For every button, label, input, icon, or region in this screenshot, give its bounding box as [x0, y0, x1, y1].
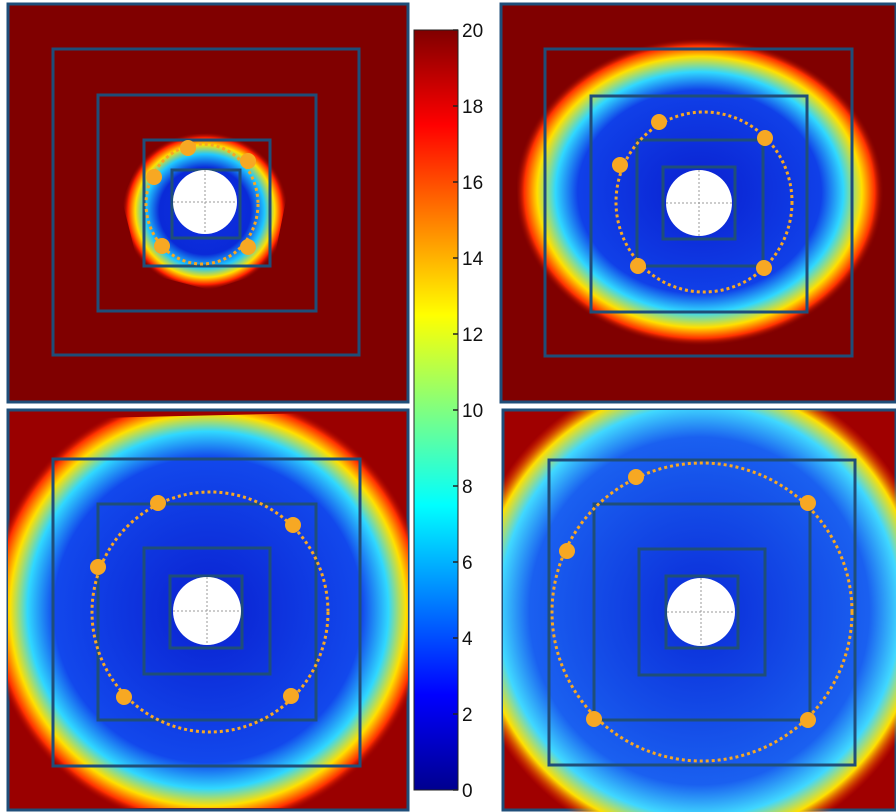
panel-1: [6, 2, 410, 404]
colorbar-gradient: [413, 29, 459, 791]
panel-1-square-2: [96, 93, 318, 313]
panel-2-sensor: [651, 114, 667, 130]
colorbar-tick-label: 6: [462, 553, 473, 574]
colorbar-tick-label: 14: [462, 249, 484, 270]
panel-2-square-3: [635, 138, 765, 268]
colorbar-tick-label: 8: [462, 477, 473, 498]
panel-3-square-outer: [51, 457, 362, 768]
panel-1-sensor: [180, 140, 196, 156]
panel-4-square-outer: [547, 458, 857, 767]
panel-4-sensor: [586, 711, 602, 727]
panel-4-square-inner: [664, 574, 740, 650]
colorbar-tick-label: 20: [462, 21, 483, 42]
panel-1-sensor: [240, 239, 256, 255]
colorbar-ticks: 0 2 4 6 8 10 12 14 16 18 20: [453, 21, 484, 802]
colorbar-tick-label: 18: [462, 97, 483, 118]
panel-3-square-inner: [168, 574, 244, 650]
panel-3-sensor: [116, 689, 132, 705]
panel-2: [499, 2, 896, 404]
panel-3: [6, 408, 410, 812]
panel-4-square-3: [637, 547, 767, 677]
colorbar-tick-label: 0: [462, 781, 473, 802]
panel-2-sensor: [630, 258, 646, 274]
panel-1-sensor-ring: [144, 142, 260, 266]
panel-3-sensor-ring: [90, 490, 330, 734]
colorbar: 0 2 4 6 8 10 12 14 16 18 20: [413, 21, 484, 802]
panel-1-sensor: [154, 238, 170, 254]
panel-4-sensor: [800, 495, 816, 511]
panel-1-square-outer: [51, 47, 361, 357]
colorbar-tick-label: 2: [462, 705, 473, 726]
panel-4-sensor: [800, 712, 816, 728]
panel-2-sensor-ring: [614, 110, 794, 294]
panel-3-sensor: [90, 559, 106, 575]
panel-3-sensor: [285, 517, 301, 533]
panel-1-square-3: [142, 138, 272, 268]
panel-4-sensor-ring: [550, 461, 854, 763]
colorbar-tick-label: 4: [462, 629, 473, 650]
panel-2-sensor: [757, 130, 773, 146]
panel-1-square-inner: [170, 168, 242, 240]
panel-4-sensor: [628, 469, 644, 485]
colorbar-tick-label: 12: [462, 325, 483, 346]
panel-4: [501, 408, 896, 812]
panel-1-sensor: [240, 153, 256, 169]
panel-3-sensor: [283, 688, 299, 704]
panel-1-sensor: [146, 169, 162, 185]
panel-2-square-inner: [661, 165, 737, 241]
panel-3-square-2: [96, 502, 318, 722]
panel-2-square-outer: [543, 47, 854, 358]
panel-4-sensor: [559, 543, 575, 559]
colorbar-tick-label: 16: [462, 173, 483, 194]
panel-4-square-2: [592, 502, 812, 722]
panel-2-sensor: [756, 260, 772, 276]
panel-3-square-3: [142, 546, 272, 676]
panel-2-sensor: [612, 157, 628, 173]
colorbar-tick-label: 10: [462, 401, 483, 422]
panel-3-sensor: [150, 495, 166, 511]
panel-2-square-2: [589, 94, 809, 314]
